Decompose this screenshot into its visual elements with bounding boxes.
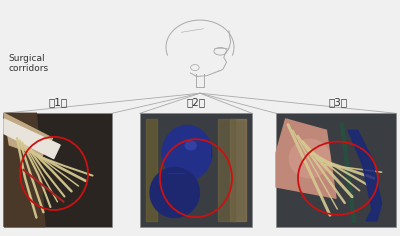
Bar (4, 113, 112, 227)
Polygon shape (276, 119, 336, 198)
Polygon shape (4, 119, 60, 159)
Text: Surgical
corridors: Surgical corridors (9, 54, 49, 73)
Polygon shape (348, 130, 382, 221)
Text: （1）: （1） (48, 98, 68, 108)
Ellipse shape (288, 139, 330, 178)
Text: （3）: （3） (328, 98, 348, 108)
Polygon shape (4, 113, 53, 156)
Polygon shape (146, 119, 157, 221)
Text: （2）: （2） (186, 98, 206, 108)
Polygon shape (4, 113, 45, 227)
Polygon shape (230, 119, 246, 221)
Bar (276, 113, 396, 227)
Polygon shape (162, 126, 210, 180)
Polygon shape (162, 128, 212, 178)
Polygon shape (218, 119, 235, 221)
Bar (140, 113, 252, 227)
Ellipse shape (184, 140, 197, 150)
Polygon shape (150, 168, 199, 218)
